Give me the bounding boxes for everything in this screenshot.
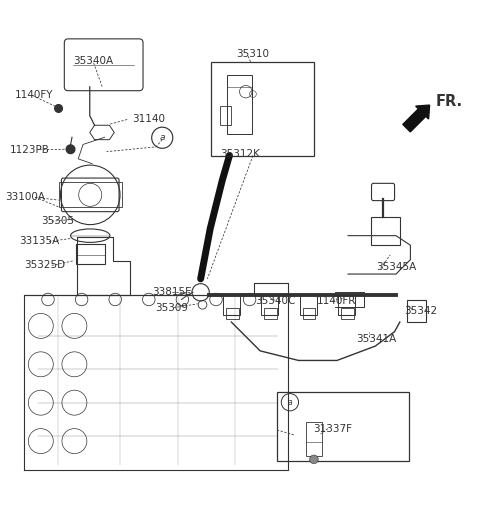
Bar — [407, 300, 426, 322]
Text: 35312K: 35312K — [220, 149, 260, 159]
Circle shape — [66, 145, 75, 153]
Bar — [303, 308, 315, 319]
Bar — [371, 218, 400, 245]
Bar — [277, 392, 409, 461]
Text: 35342: 35342 — [405, 306, 438, 316]
Bar — [261, 295, 278, 315]
Bar — [338, 295, 355, 315]
Text: 35309: 35309 — [156, 302, 189, 313]
Bar — [227, 75, 252, 134]
Text: 31337F: 31337F — [313, 424, 352, 434]
Text: 1123PB: 1123PB — [10, 145, 49, 155]
Bar — [220, 106, 231, 125]
Text: 35340A: 35340A — [73, 56, 114, 66]
Text: 35340C: 35340C — [255, 296, 295, 306]
Bar — [341, 308, 354, 319]
Bar — [76, 244, 105, 265]
Text: 33100A: 33100A — [5, 192, 45, 202]
Text: 35305: 35305 — [41, 216, 74, 226]
Text: 35341A: 35341A — [357, 334, 397, 344]
Text: 1140FR: 1140FR — [317, 296, 357, 306]
Text: a: a — [288, 398, 292, 407]
Bar — [223, 295, 240, 315]
Circle shape — [55, 105, 62, 112]
Bar — [306, 422, 322, 456]
Circle shape — [310, 455, 318, 464]
Bar — [226, 308, 239, 319]
Text: FR.: FR. — [436, 94, 463, 109]
Text: 31140: 31140 — [132, 114, 165, 124]
Bar — [264, 308, 277, 319]
Text: a: a — [159, 133, 165, 142]
Text: 33815E: 33815E — [153, 287, 192, 297]
Bar — [300, 295, 317, 315]
Text: 35345A: 35345A — [376, 262, 416, 272]
Text: 35325D: 35325D — [24, 260, 65, 270]
Text: 33135A: 33135A — [19, 237, 60, 247]
FancyArrow shape — [403, 105, 430, 132]
Text: 1140FY: 1140FY — [14, 90, 53, 100]
Bar — [211, 62, 314, 155]
Bar — [59, 182, 122, 207]
Text: 35310: 35310 — [236, 49, 269, 59]
